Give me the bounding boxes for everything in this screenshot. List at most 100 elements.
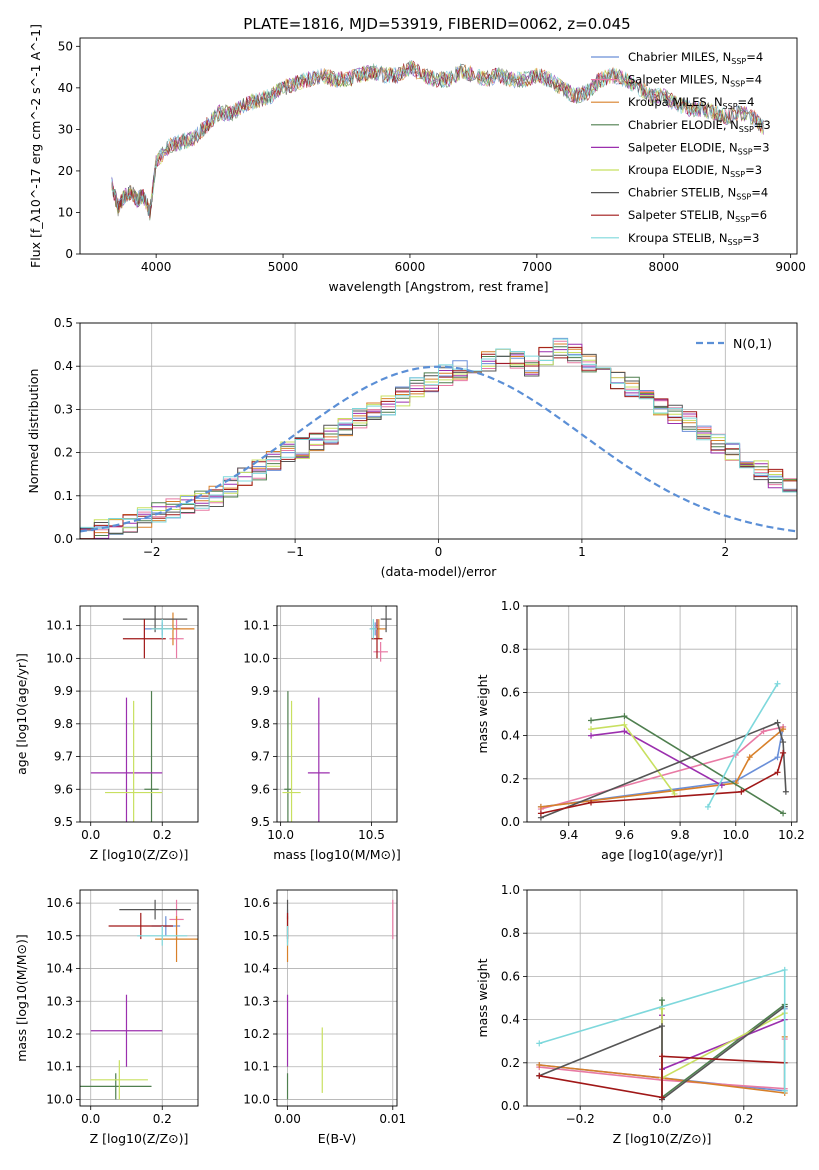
series-marker	[536, 1072, 543, 1079]
legend-entry-label: Salpeter STELIB, N	[628, 208, 735, 222]
series-marker	[780, 810, 787, 817]
series-marker	[760, 728, 767, 735]
x-axis-label: E(B-V)	[318, 1131, 357, 1146]
x-axis-label: (data-model)/error	[381, 564, 498, 579]
x-tick-label: 4000	[141, 260, 172, 274]
plot-area	[111, 60, 764, 221]
x-tick-label: 6000	[395, 260, 426, 274]
y-tick-label: 9.8	[54, 717, 73, 731]
series-marker	[781, 1087, 788, 1094]
x-tick-label: 0.2	[153, 828, 172, 842]
x-tick-label: 7000	[522, 260, 553, 274]
legend-entry-count: =4	[738, 95, 755, 109]
series-marker	[780, 739, 787, 746]
y-tick-label: 0.5	[54, 316, 73, 330]
legend-entry-subscript: SSP	[735, 215, 750, 224]
y-tick-label: 30	[58, 122, 73, 136]
legend-entry: Kroupa ELODIE, NSSP=3	[628, 163, 762, 179]
plot-frame	[79, 889, 199, 1107]
x-axis-label: wavelength [Angstrom, rest frame]	[328, 279, 548, 294]
plot-frame	[526, 889, 798, 1107]
legend-entry-label: Salpeter ELODIE, N	[628, 140, 738, 154]
legend-entry: Salpeter ELODIE, NSSP=3	[628, 140, 770, 156]
panel-age-vs-mass: 10.0 10.5 9.5 9.6 9.7 9.8 9.9 10.0 10.1 mass [log…	[243, 605, 401, 862]
y-tick-label: 10.4	[243, 962, 270, 976]
series-line	[590, 715, 784, 815]
plot-area	[286, 899, 394, 1100]
legend-entry-count: =4	[745, 73, 762, 87]
histogram-step	[80, 338, 797, 529]
x-axis-label: Z [log10(Z/Z⊙)]	[90, 847, 189, 862]
y-tick-label: 0.6	[501, 969, 520, 983]
series-marker	[537, 803, 544, 810]
series-marker	[659, 1023, 665, 1030]
y-tick-label: 9.7	[251, 750, 270, 764]
series-marker	[659, 1053, 665, 1060]
x-tick-label: 0.01	[379, 1112, 406, 1126]
y-tick-label: 10.1	[243, 1060, 270, 1074]
series-marker	[588, 799, 595, 806]
y-tick-label: 10.5	[243, 929, 270, 943]
y-axis-label: mass [log10(M/M⊙)]	[14, 934, 29, 1062]
plot-frame	[276, 889, 398, 1107]
legend-entry-subscript: SSP	[723, 102, 738, 111]
y-tick-label: 0.8	[501, 642, 520, 656]
legend-entry-label: Salpeter MILES, N	[628, 73, 730, 87]
legend-entry-count: =4	[746, 50, 763, 64]
legend-entry-subscript: SSP	[738, 147, 753, 156]
series-marker	[621, 728, 628, 735]
series-line	[540, 728, 784, 808]
y-tick-label: 10.3	[243, 994, 270, 1008]
figure-title: PLATE=1816, MJD=53919, FIBERID=0062, z=0…	[243, 15, 630, 33]
legend-entry: Chabrier STELIB, NSSP=4	[628, 186, 768, 202]
y-tick-label: 0.3	[54, 402, 73, 416]
legend-entry-count: =3	[753, 140, 770, 154]
x-axis-label: mass [log10(M/M⊙)]	[273, 847, 401, 862]
x-axis-label: Z [log10(Z/Z⊙)]	[90, 1131, 189, 1146]
series-line	[661, 1000, 786, 1100]
y-tick-label: 10.6	[46, 896, 73, 910]
y-tick-label: 1.0	[501, 883, 520, 897]
x-tick-label: 0.0	[81, 1112, 100, 1126]
y-tick-label: 0	[65, 247, 73, 261]
plot-frame	[526, 605, 798, 823]
series-marker	[774, 754, 781, 761]
y-axis-label: mass weight	[475, 674, 490, 753]
plot-area	[282, 606, 392, 822]
x-tick-label: 9.6	[615, 828, 634, 842]
legend-entry-count: =3	[745, 163, 762, 177]
legend-entry-label: Chabrier STELIB, N	[628, 186, 736, 200]
plot-frame	[79, 37, 798, 255]
x-tick-label: 1	[578, 545, 586, 559]
panel-massweight-vs-Z: −0.2 0.0 0.2 0.0 0.2 0.4 0.6 0.8 1.0 Z [log10(Z/Z…	[475, 883, 798, 1146]
x-tick-label: 9.8	[671, 828, 690, 842]
legend-entry-count: =3	[743, 231, 760, 245]
y-tick-label: 10.1	[46, 1060, 73, 1074]
normal-curve	[80, 365, 797, 533]
y-tick-label: 0.1	[54, 489, 73, 503]
series-marker	[621, 721, 628, 728]
y-tick-label: 10.1	[243, 619, 270, 633]
series-marker	[774, 769, 781, 776]
x-tick-label: 5000	[268, 260, 299, 274]
y-tick-label: 9.7	[54, 750, 73, 764]
y-tick-label: 10.2	[243, 1027, 270, 1041]
series-marker	[537, 810, 544, 817]
plot-frame	[276, 605, 398, 823]
y-tick-label: 9.6	[251, 782, 270, 796]
series-line	[540, 726, 784, 810]
legend-entry-subscript: SSP	[736, 193, 751, 202]
legend-entry-label: Kroupa ELODIE, N	[628, 163, 730, 177]
y-axis-label: Normed distribution	[26, 369, 41, 494]
series-marker	[746, 754, 753, 761]
x-tick-label: 8000	[648, 260, 679, 274]
x-tick-label: 10.5	[358, 828, 385, 842]
y-tick-label: 10.0	[46, 651, 73, 665]
y-tick-label: 40	[58, 81, 73, 95]
y-tick-label: 0.4	[501, 729, 520, 743]
series-marker	[780, 726, 787, 733]
series-marker	[536, 1040, 543, 1047]
plot-area	[536, 966, 788, 1103]
legend-entry: Kroupa MILES, NSSP=4	[628, 95, 754, 111]
